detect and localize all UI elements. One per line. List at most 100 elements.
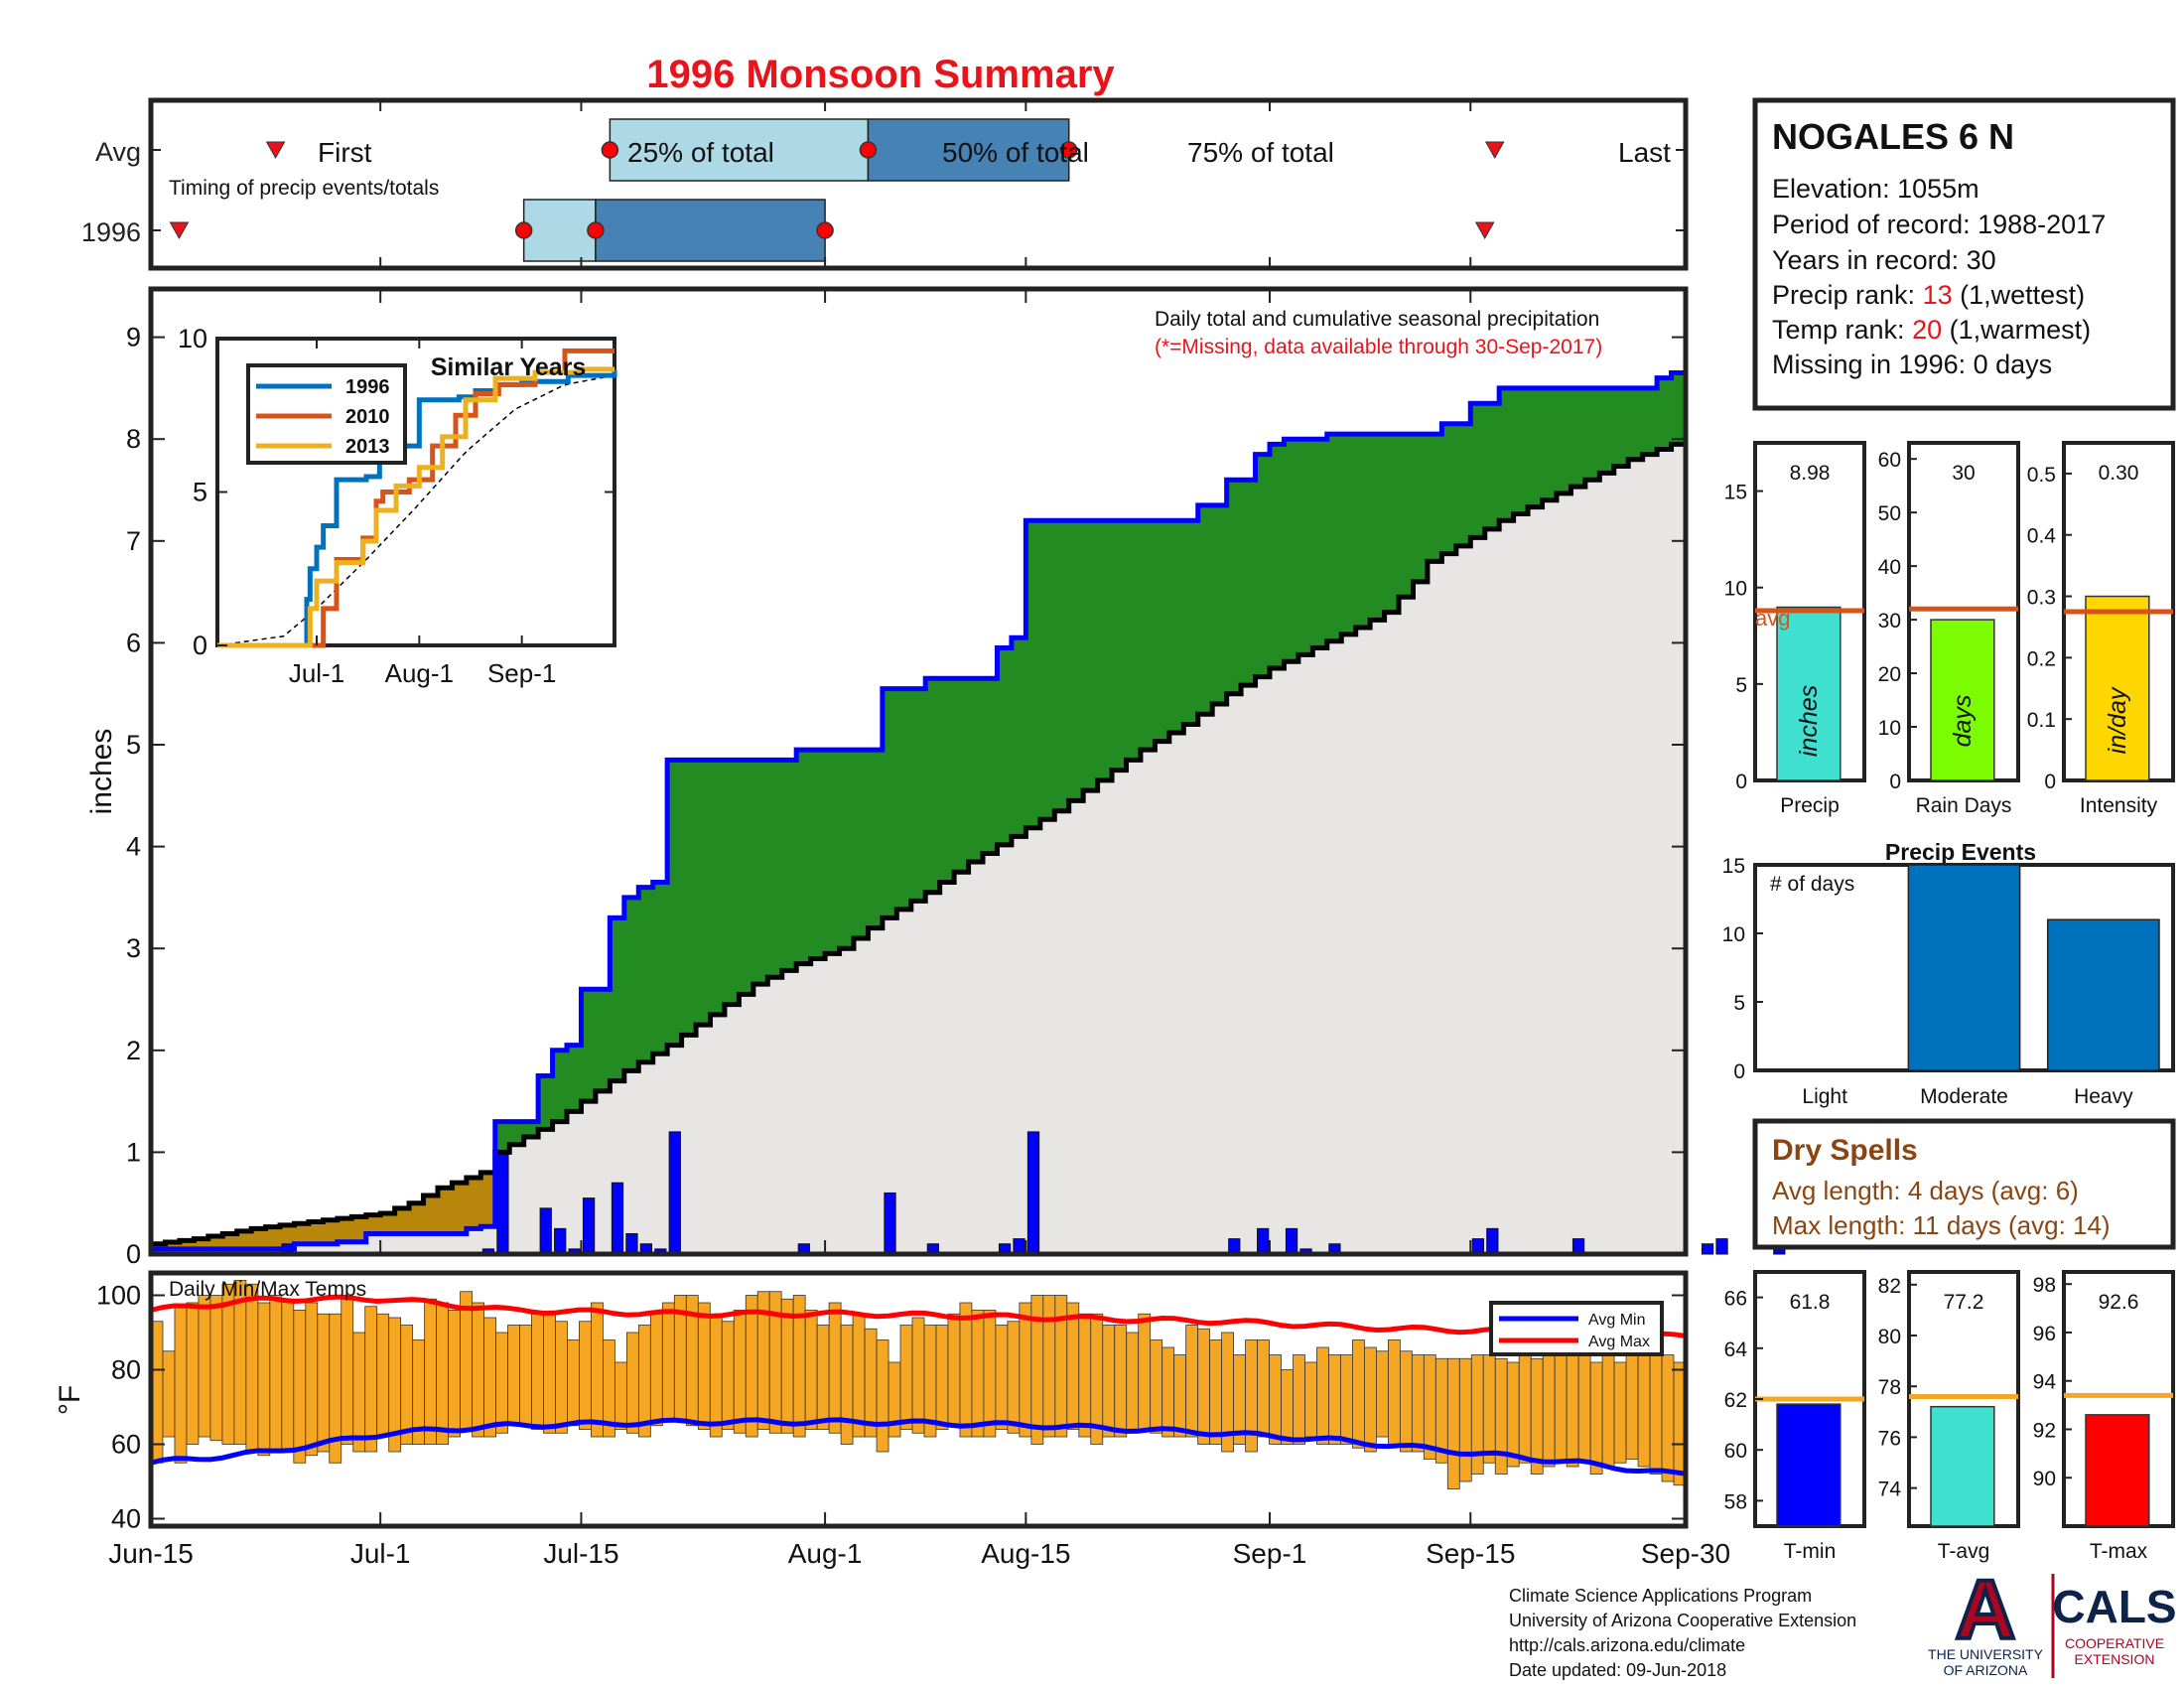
surplus-segment-47 [825,750,841,954]
surplus-segment-83 [1341,434,1357,634]
temp-bar-17 [352,1332,366,1453]
main-y-tick-label-6: 6 [126,628,141,657]
station-temp-rank: Temp rank: 20 (1,warmest) [1772,315,2091,345]
surplus-segment-30 [581,989,597,1102]
temp-bar-46 [697,1302,711,1430]
surplus-segment-90 [1441,423,1457,554]
temp-bar-126 [1649,1350,1663,1475]
temp-bar-37 [591,1302,604,1438]
surplus-segment-92 [1470,403,1486,538]
surplus-segment-73 [1197,504,1213,715]
surplus-segment-95 [1513,387,1529,514]
surplus-segment-97 [1542,387,1558,500]
deficit-segment-15 [365,1214,381,1234]
timing-avg-marker-1 [859,141,878,159]
events-category-label-0: Light [1802,1085,1847,1108]
deficit-segment-4 [207,1236,223,1249]
temp-bar-8 [245,1283,259,1453]
x-tick-label-2: Jul-15 [543,1538,618,1569]
deficit-segment-17 [394,1207,410,1234]
temp-bar-19 [376,1313,390,1438]
temp-bar-9 [257,1302,271,1457]
surplus-segment-27 [538,1075,554,1130]
legend-1996: 1996 [345,376,390,398]
temp-bar-93 [1257,1339,1270,1438]
footer-line1: Climate Science Applications Program [1509,1586,1812,1606]
events-title: Precip Events [1885,839,2036,865]
events-tick-label-2: 10 [1722,923,1745,946]
temp-bar-84 [1150,1339,1163,1434]
timing-year-q2-box [595,199,826,262]
intensity-stat-tick-label-1: 0.1 [2027,709,2056,732]
ua-logo-line1: THE UNIVERSITY [1928,1646,2044,1662]
surplus-segment-100 [1584,387,1600,481]
daily-precip-bar-2 [496,1151,509,1255]
temp-bar-34 [555,1321,568,1434]
deficit-segment-7 [251,1228,267,1249]
main-y-tick-label-8: 8 [126,424,141,454]
tmin-stat-tick-label-0: 58 [1724,1490,1747,1513]
surplus-segment-48 [839,750,855,949]
temp-bar-39 [614,1361,627,1430]
surplus-segment-86 [1384,434,1400,613]
x-tick-label-4: Aug-15 [981,1538,1070,1569]
intensity-stat-value: 0.30 [2099,462,2139,485]
surplus-segment-60 [1011,637,1026,837]
temp-bar-104 [1387,1339,1401,1445]
surplus-segment-98 [1556,387,1572,493]
events-tick-label-3: 15 [1722,855,1745,878]
tavg-stat-tick-label-1: 76 [1878,1427,1901,1450]
legend-2010: 2010 [345,406,390,428]
station-period: Period of record: 1988-2017 [1772,210,2106,239]
surplus-segment-28 [552,1050,568,1122]
surplus-segment-45 [796,750,812,964]
inset-x-tick-label-0: Jul-1 [289,658,344,688]
timing-avg-q1-box [609,118,870,182]
main-y-tick-label-9: 9 [126,323,141,352]
footer-line2: University of Arizona Cooperative Extens… [1509,1611,1856,1630]
daily-precip-bar-24 [1486,1227,1499,1255]
main-y-tick-label-0: 0 [126,1239,141,1269]
precip-stat-bar [1776,606,1842,781]
temp-bar-89 [1209,1339,1223,1445]
surplus-segment-25 [509,1121,525,1145]
inset-y-tick-label-0: 0 [193,631,207,660]
tmin-stat-tick-label-2: 62 [1724,1389,1747,1412]
intensity-stat-bar [2085,595,2150,781]
daily-precip-bar-13 [884,1192,896,1255]
dry-spells-title: Dry Spells [1772,1134,1918,1167]
temp-bar-33 [543,1313,556,1434]
main-y-tick-label-4: 4 [126,832,141,862]
deficit-segment-14 [351,1216,367,1242]
main-y-tick-label-1: 1 [126,1137,141,1167]
temp-bar-43 [661,1302,675,1423]
temp-bar-102 [1364,1346,1377,1453]
timing-50pct-label: 50% of total [942,137,1089,168]
surplus-segment-34 [638,887,654,1062]
timing-first-label: First [318,137,372,168]
daily-precip-bar-8 [625,1232,638,1255]
temp-bar-36 [579,1321,592,1430]
surplus-segment-69 [1140,520,1157,751]
surplus-segment-58 [983,678,999,854]
temp-bar-24 [436,1302,450,1445]
tmin-stat-bar [1776,1403,1842,1527]
avg-cumulative-fill [151,440,1686,1254]
surplus-segment-84 [1355,434,1371,629]
timing-caption: Timing of precip events/totals [169,177,439,200]
temp-bar-28 [483,1317,496,1438]
temp-bar-57 [828,1302,842,1434]
legend-2013: 2013 [345,436,390,458]
raindays-stat-tick-label-4: 40 [1878,556,1901,579]
temp-bar-113 [1494,1357,1508,1475]
deficit-segment-10 [294,1223,310,1244]
inset-series-2013 [217,366,614,648]
daily-precip-bar-17 [1026,1131,1040,1255]
tmin-stat-label: T-min [1784,1540,1837,1563]
surplus-segment-51 [882,688,897,918]
footer: Climate Science Applications Program Uni… [1509,1586,1856,1680]
surplus-segment-85 [1370,434,1386,621]
raindays-stat-tick-label-5: 50 [1878,502,1901,525]
deficit-segment-5 [222,1233,238,1249]
